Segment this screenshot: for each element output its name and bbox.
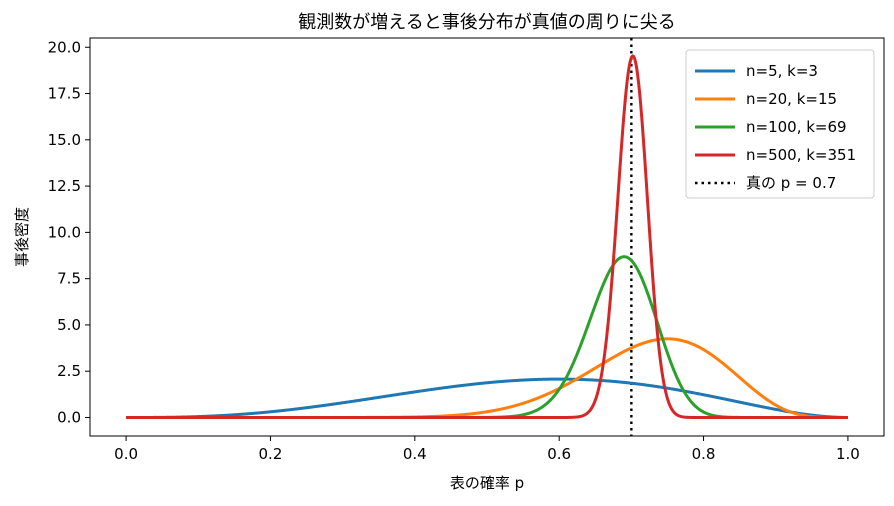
legend-label: n=100, k=69: [746, 118, 847, 136]
y-tick-label: 7.5: [57, 270, 81, 288]
x-tick-label: 0.4: [403, 445, 427, 463]
legend-label: 真の p = 0.7: [746, 174, 836, 192]
legend-label: n=20, k=15: [746, 90, 837, 108]
y-tick-label: 10.0: [48, 223, 81, 241]
x-tick-label: 0.2: [259, 445, 283, 463]
x-tick-label: 0.0: [114, 445, 138, 463]
chart-title: 観測数が増えると事後分布が真値の周りに尖る: [298, 12, 675, 33]
plot-area: [89, 37, 885, 437]
y-tick-label: 20.0: [48, 38, 81, 56]
series-line-2: [125, 337, 849, 419]
x-tick-label: 0.8: [692, 445, 716, 463]
series-line-3: [125, 255, 849, 419]
x-tick-label: 0.6: [547, 445, 571, 463]
y-tick-label: 17.5: [48, 85, 81, 103]
x-axis: 0.0 0.2 0.4 0.6 0.8 1.0: [114, 436, 860, 463]
series-line-1: [125, 377, 849, 419]
y-tick-label: 5.0: [57, 316, 81, 334]
y-tick-label: 15.0: [48, 131, 81, 149]
y-tick-label: 12.5: [48, 177, 81, 195]
series-lines: [125, 54, 849, 419]
y-axis-label: 事後密度: [13, 207, 31, 267]
legend: n=5, k=3 n=20, k=15 n=100, k=69 n=500, k=35…: [685, 49, 875, 199]
legend-label: n=5, k=3: [746, 62, 818, 80]
y-tick-label: 2.5: [57, 362, 81, 380]
series-line-4: [125, 54, 849, 419]
x-tick-label: 1.0: [836, 445, 860, 463]
legend-label: n=500, k=351: [746, 146, 856, 164]
y-tick-label: 0.0: [57, 408, 81, 426]
y-axis: 0.0 2.5 5.0 7.5 10.0 12.5 15.0 17.5 20.0: [48, 38, 90, 426]
x-axis-label: 表の確率 p: [450, 474, 524, 492]
legend-box: [685, 49, 875, 199]
